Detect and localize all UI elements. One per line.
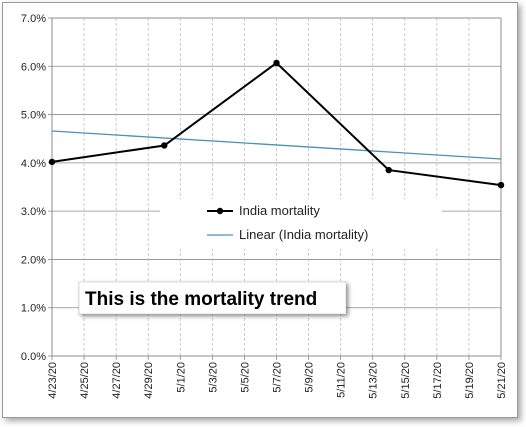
- legend-label-india-mortality: India mortality: [239, 203, 320, 218]
- x-tick-label: 5/3/20: [207, 362, 219, 393]
- annotation: This is the mortality trend: [78, 281, 347, 315]
- trendline-linear-india-mortality: [51, 130, 502, 160]
- x-tick-label: 5/7/20: [272, 362, 284, 393]
- legend: India mortality Linear (India mortality): [160, 199, 442, 249]
- legend-box: [160, 199, 442, 249]
- data-point-india-mortality: [161, 142, 168, 149]
- data-point-india-mortality: [273, 59, 280, 67]
- y-tick-label: 1.0%: [21, 303, 46, 315]
- x-tick-label: 5/21/20: [496, 362, 508, 399]
- y-tick-label: 7.0%: [21, 13, 46, 25]
- x-tick-label: 5/9/20: [304, 362, 316, 393]
- x-tick-label: 5/5/20: [239, 362, 251, 393]
- y-tick-label: 4.0%: [21, 158, 46, 170]
- data-point-india-mortality: [48, 158, 56, 166]
- x-tick-label: 5/1/20: [175, 362, 187, 393]
- x-tick-label: 4/27/20: [111, 362, 123, 399]
- legend-marker-india-mortality: [216, 207, 224, 215]
- x-tick-label: 5/13/20: [368, 362, 380, 399]
- x-tick-label: 5/17/20: [432, 362, 444, 399]
- series: [48, 59, 505, 189]
- x-tick-label: 4/25/20: [79, 362, 91, 399]
- axes: [48, 17, 502, 360]
- data-point-india-mortality: [497, 181, 505, 189]
- y-axis-ticks: 0.0% 1.0% 2.0% 3.0% 4.0% 5.0% 6.0% 7.0%: [21, 13, 46, 363]
- y-tick-label: 2.0%: [21, 254, 46, 266]
- legend-label-linear-trend: Linear (India mortality): [239, 227, 368, 242]
- y-tick-label: 5.0%: [21, 110, 46, 122]
- annotation-text: This is the mortality trend: [85, 289, 317, 310]
- annotation-box: [78, 281, 347, 315]
- x-tick-label: 4/23/20: [47, 362, 59, 399]
- x-tick-label: 5/15/20: [400, 362, 412, 399]
- y-tick-label: 0.0%: [21, 351, 46, 363]
- data-point-india-mortality: [385, 166, 392, 174]
- y-tick-label: 6.0%: [21, 61, 46, 73]
- x-axis-ticks: 4/23/20 4/25/20 4/27/20 4/29/20 5/1/20 5/3/20…: [47, 362, 508, 399]
- x-tick-label: 4/29/20: [143, 362, 155, 399]
- x-tick-label: 5/11/20: [336, 362, 348, 398]
- y-tick-label: 3.0%: [21, 206, 46, 218]
- x-tick-label: 5/19/20: [464, 362, 476, 399]
